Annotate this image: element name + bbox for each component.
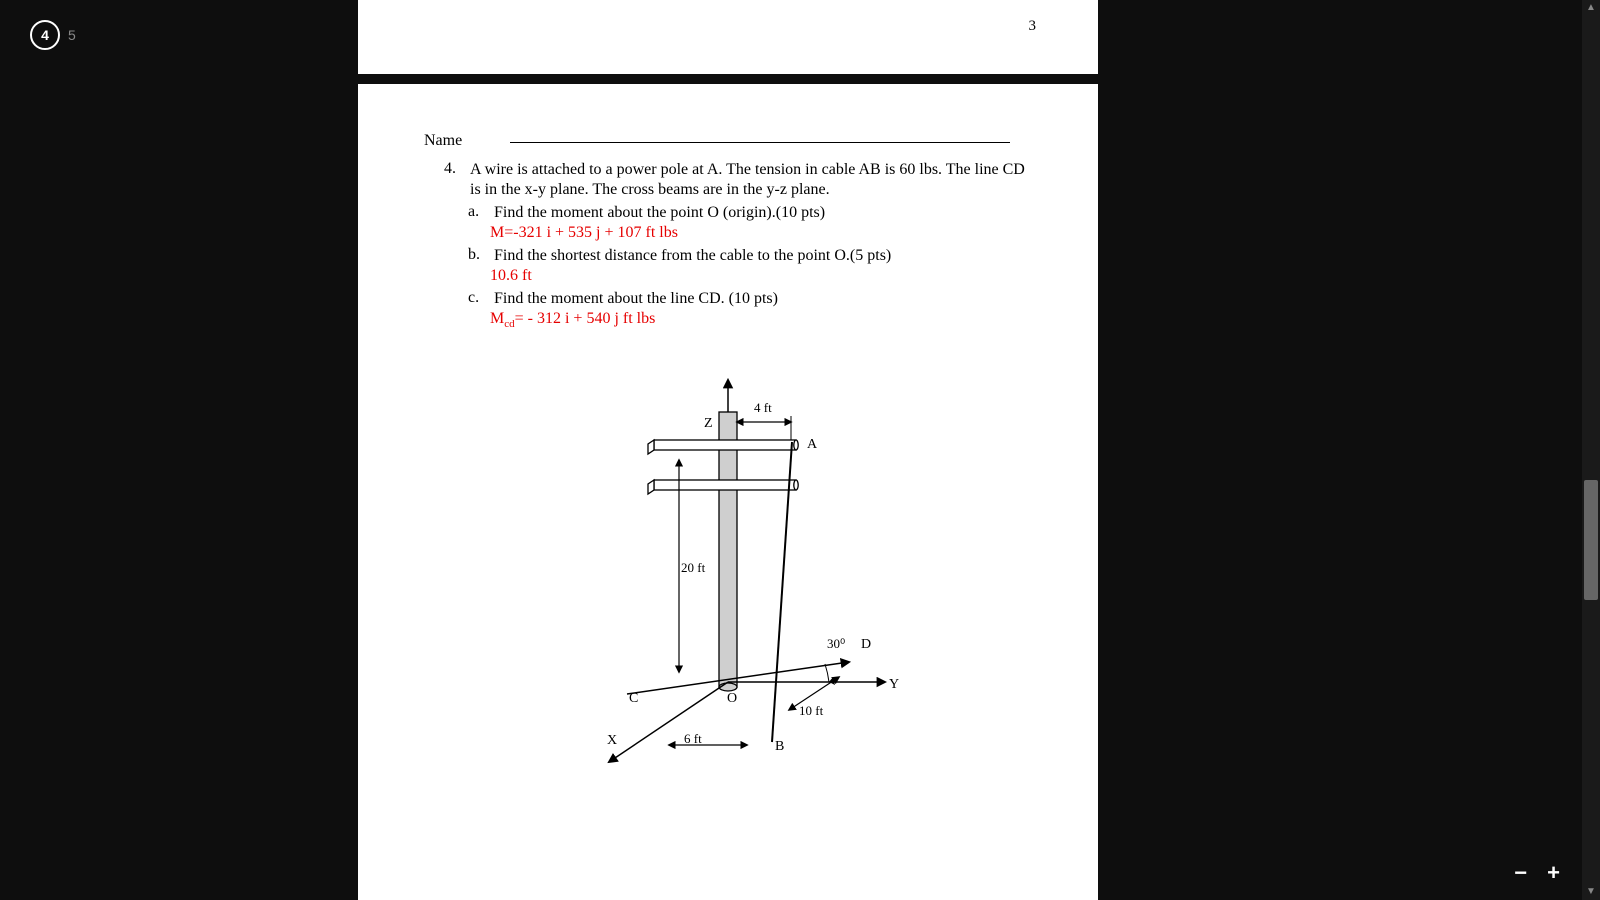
zoom-in-button[interactable]: +: [1547, 860, 1560, 886]
label-10ft: 10 ft: [799, 703, 824, 718]
label-O: O: [727, 691, 737, 706]
part-a: a. Find the moment about the point O (or…: [468, 203, 1038, 244]
part-a-label: a.: [468, 203, 490, 221]
part-b: b. Find the shortest distance from the c…: [468, 246, 1038, 287]
part-c-text: Find the moment about the line CD. (10 p…: [494, 289, 1014, 309]
figure-power-pole: Z 4 ft A 20 ft C O Y 30⁰ D 10 ft B 6 ft …: [529, 372, 969, 772]
part-a-answer: M=-321 i + 535 j + 107 ft lbs: [490, 223, 1038, 243]
scroll-down-icon[interactable]: ▼: [1585, 886, 1597, 898]
scroll-thumb[interactable]: [1584, 480, 1598, 600]
scroll-up-icon[interactable]: ▲: [1585, 2, 1597, 14]
part-c-answer: Mcd= - 312 i + 540 j ft lbs: [490, 309, 1038, 331]
zoom-out-button[interactable]: −: [1514, 860, 1527, 886]
label-6ft: 6 ft: [684, 731, 702, 746]
document-page: Name 4. A wire is attached to a power po…: [358, 84, 1098, 900]
label-C: C: [629, 691, 638, 706]
part-b-label: b.: [468, 246, 490, 264]
label-4ft: 4 ft: [754, 400, 772, 415]
prev-page-number: 3: [1029, 18, 1037, 35]
question-prompt: A wire is attached to a power pole at A.…: [470, 160, 1030, 201]
page-nav: 4 5: [30, 20, 76, 50]
part-c: c. Find the moment about the line CD. (1…: [468, 289, 1038, 332]
previous-page: 3: [358, 0, 1098, 74]
question-block: 4. A wire is attached to a power pole at…: [444, 160, 1038, 332]
label-X: X: [607, 733, 617, 748]
vertical-scrollbar[interactable]: ▲ ▼: [1582, 0, 1600, 900]
name-label: Name: [424, 132, 462, 149]
label-Y: Y: [889, 677, 899, 692]
zoom-controls: − +: [1514, 860, 1560, 886]
label-20ft: 20 ft: [681, 560, 706, 575]
label-D: D: [861, 637, 871, 652]
page-content: Name 4. A wire is attached to a power po…: [424, 132, 1038, 332]
part-b-answer: 10.6 ft: [490, 266, 1038, 286]
part-b-text: Find the shortest distance from the cabl…: [494, 246, 1014, 266]
question-number: 4.: [444, 160, 466, 178]
total-pages-label[interactable]: 5: [68, 27, 76, 43]
label-B: B: [775, 739, 784, 754]
label-A: A: [807, 437, 818, 452]
label-Z: Z: [704, 416, 713, 431]
label-30: 30⁰: [827, 636, 845, 651]
part-a-text: Find the moment about the point O (origi…: [494, 203, 1014, 223]
name-line: Name: [424, 132, 1038, 150]
current-page-label: 4: [41, 27, 49, 43]
current-page-indicator[interactable]: 4: [30, 20, 60, 50]
part-c-label: c.: [468, 289, 490, 307]
